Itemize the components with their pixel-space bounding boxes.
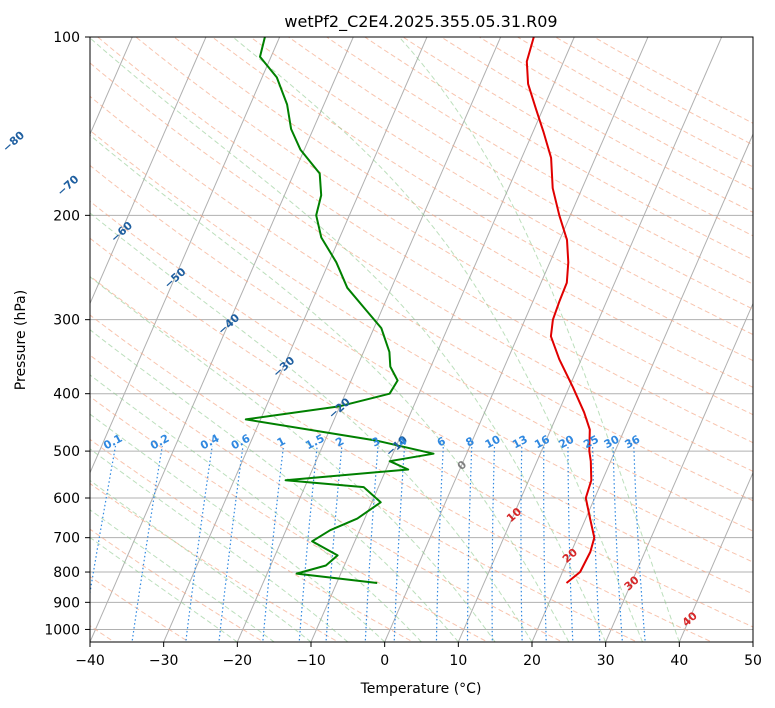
axis-ticks: −40 −30 −20 −10 0 10 20 30 40 50 100 200 300 400 500 60… <box>44 30 762 669</box>
isotherm-line <box>605 302 753 642</box>
x-axis-label: Temperature (°C) <box>360 681 482 697</box>
moist-adiabat-line <box>90 509 275 642</box>
mixing-ratio-line <box>131 445 163 642</box>
plot-area <box>90 37 753 642</box>
dry-adiabat-line <box>90 237 753 628</box>
moist-adiabat-line <box>90 276 496 642</box>
moist-adiabat-line <box>90 374 422 642</box>
dry-adiabat-line <box>90 275 713 642</box>
x-tick-label: 0 <box>380 653 389 669</box>
moist-adiabat-line <box>90 37 607 642</box>
moist-adiabat-line <box>90 413 386 642</box>
x-tick-label: −30 <box>149 653 179 669</box>
mixing-ratio-line <box>435 445 444 642</box>
isotherm-line <box>531 132 753 642</box>
isotherm-line <box>90 37 207 305</box>
isotherm-line <box>90 37 281 474</box>
mixing-ratio-line <box>491 445 496 642</box>
dry-adiabat-line <box>90 528 265 642</box>
isotherm-line <box>163 37 428 642</box>
mixing-ratio-line <box>567 445 574 642</box>
mixing-ratio-line <box>543 445 547 642</box>
isotherm-line <box>236 37 502 642</box>
x-tick-label: −10 <box>296 653 326 669</box>
y-tick-label: 800 <box>53 565 80 581</box>
dry-adiabat-line <box>249 37 753 336</box>
mixing-ratio-line <box>633 445 646 642</box>
mixing-ratio-label: 36 <box>623 433 643 452</box>
x-tick-label: 50 <box>744 653 762 669</box>
dry-adiabat-line <box>90 314 639 642</box>
mixing-ratio-line <box>262 445 285 642</box>
y-tick-label: 300 <box>53 313 80 329</box>
x-tick-label: 30 <box>597 653 615 669</box>
moist-adiabat-line <box>398 37 680 642</box>
moist-adiabat-line <box>90 212 533 642</box>
y-tick-label: 700 <box>53 531 80 547</box>
y-tick-label: 500 <box>53 444 80 460</box>
moist-adiabat-line <box>90 479 312 642</box>
mixing-ratio-line <box>364 445 379 642</box>
isotherm-line <box>678 471 753 642</box>
y-tick-label: 100 <box>53 30 80 46</box>
dry-adiabat-line <box>211 37 753 362</box>
y-tick-label: 200 <box>53 208 80 224</box>
mixing-ratio-line <box>218 445 244 642</box>
mixing-ratio-line <box>185 445 213 642</box>
dry-adiabat-line <box>287 37 753 310</box>
x-tick-label: 10 <box>449 653 467 669</box>
isotherm-line <box>457 37 723 642</box>
mixing-ratio-line <box>298 445 318 642</box>
x-tick-label: −40 <box>75 653 105 669</box>
mixing-ratio-label: 30 <box>602 433 622 452</box>
mixing-ratio-line <box>592 445 601 642</box>
mixing-ratio-line <box>325 445 343 642</box>
y-tick-label: 900 <box>53 595 80 611</box>
chart-title: wetPf2_C2E4.2025.355.05.31.R09 <box>284 12 557 32</box>
dry-adiabat-line <box>90 482 340 642</box>
moist-adiabat-line <box>90 448 349 642</box>
x-tick-label: −20 <box>223 653 253 669</box>
moist-adiabat-line <box>90 536 238 642</box>
dry-adiabat-line <box>90 62 753 472</box>
y-tick-label: 400 <box>53 387 80 403</box>
dry-adiabat-line <box>90 200 753 595</box>
dewpoint-profile-line <box>244 37 435 584</box>
mixing-ratio-line <box>612 445 624 642</box>
y-tick-label: 1000 <box>44 622 80 638</box>
mixing-ratio-label: 13 <box>510 433 530 452</box>
mixing-ratio-line <box>520 445 523 642</box>
mixing-ratio-label: 25 <box>581 433 601 452</box>
isotherm-line <box>310 37 575 642</box>
temperature-profile-line <box>525 37 596 584</box>
mixing-ratio-label: 10 <box>483 433 503 452</box>
y-tick-label: 600 <box>53 491 80 507</box>
mixing-ratio-line <box>393 445 406 642</box>
dry-adiabat-line <box>90 396 489 642</box>
x-tick-label: 40 <box>670 653 688 669</box>
mixing-ratio-label: 16 <box>532 433 552 452</box>
dry-adiabat-line <box>90 129 753 532</box>
x-tick-label: 20 <box>523 653 541 669</box>
isotherm-line <box>384 37 649 642</box>
dry-adiabat-line <box>325 37 753 285</box>
y-axis-label: Pressure (hPa) <box>13 290 29 390</box>
dry-adiabat-line <box>90 354 564 642</box>
mixing-ratio-label: 20 <box>557 433 577 452</box>
mixing-ratio-line <box>466 445 473 642</box>
plot-frame <box>89 36 754 643</box>
